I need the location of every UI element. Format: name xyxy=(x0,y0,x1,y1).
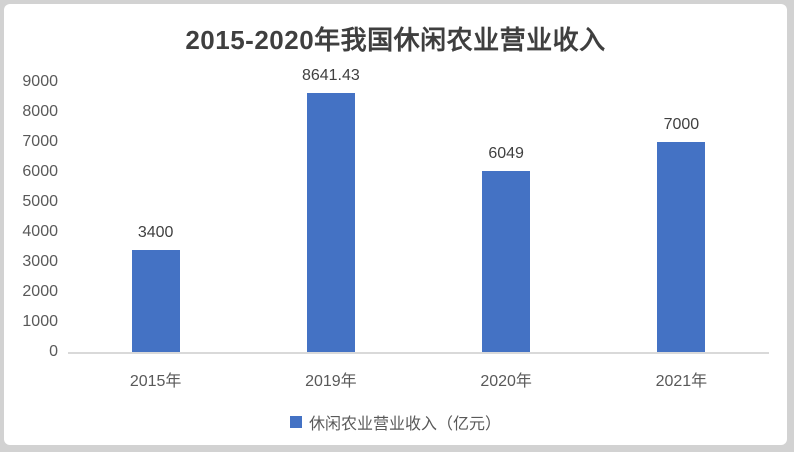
y-axis-tick-label: 7000 xyxy=(22,133,58,150)
y-axis-tick-label: 2000 xyxy=(22,283,58,300)
bar-2020年 xyxy=(482,171,531,352)
y-axis-tick-label: 6000 xyxy=(22,163,58,180)
legend-marker-icon xyxy=(289,416,302,428)
y-axis-tick-label: 5000 xyxy=(22,193,58,210)
bar-2015年 xyxy=(131,250,180,352)
x-axis-category-label: 2019年 xyxy=(305,373,357,390)
chart-card: 2015-2020年我国休闲农业营业收入 0 1000 2000 3000 4000 50… xyxy=(4,4,787,445)
bar-value-label: 8641.43 xyxy=(301,67,360,84)
x-axis-category-label: 2015年 xyxy=(129,373,182,390)
bar-value-label: 3400 xyxy=(137,224,174,241)
legend-series-label: 休闲农业营业收入（亿元） xyxy=(308,416,501,433)
y-axis-tick-label: 8000 xyxy=(22,103,58,120)
legend: 休闲农业营业收入（亿元） xyxy=(4,410,787,434)
bar-2021年 xyxy=(657,142,706,352)
x-axis-category-label: 2020年 xyxy=(480,373,532,390)
bar-value-label: 7000 xyxy=(663,116,700,133)
y-axis-tick-label: 0 xyxy=(49,343,58,360)
bar-value-label: 6049 xyxy=(488,145,524,162)
bar-2019年 xyxy=(306,93,355,352)
x-axis-category-label: 2021年 xyxy=(655,373,708,390)
y-axis-tick-label: 9000 xyxy=(22,73,58,90)
y-axis-tick-label: 4000 xyxy=(22,223,58,240)
x-axis-line xyxy=(68,352,769,354)
chart-title: 2015-2020年我国休闲农业营业收入 xyxy=(185,25,606,55)
y-axis-tick-label: 1000 xyxy=(22,313,58,330)
y-axis-tick-label: 3000 xyxy=(22,253,58,270)
